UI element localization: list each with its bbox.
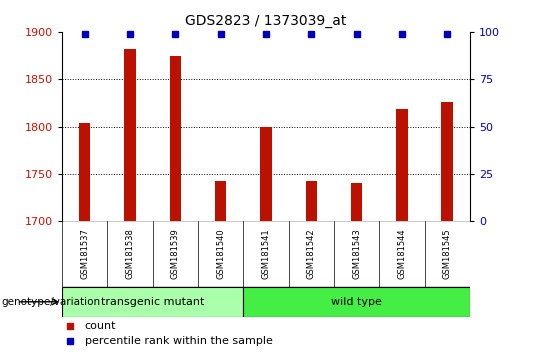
Text: GSM181538: GSM181538	[126, 229, 134, 279]
Text: count: count	[85, 321, 116, 331]
Text: genotype/variation: genotype/variation	[1, 297, 100, 307]
Title: GDS2823 / 1373039_at: GDS2823 / 1373039_at	[185, 14, 347, 28]
Bar	[244, 287, 470, 317]
Text: percentile rank within the sample: percentile rank within the sample	[85, 336, 272, 346]
Text: GSM181544: GSM181544	[397, 229, 406, 279]
Bar	[62, 287, 244, 317]
Bar	[442, 102, 453, 221]
Text: GSM181545: GSM181545	[443, 229, 451, 279]
Bar	[170, 56, 181, 221]
Text: GSM181539: GSM181539	[171, 229, 180, 279]
Text: GSM181541: GSM181541	[261, 229, 271, 279]
Text: GSM181543: GSM181543	[352, 229, 361, 279]
Bar	[396, 109, 408, 221]
Bar	[79, 123, 90, 221]
Bar	[260, 127, 272, 221]
Bar	[351, 183, 362, 221]
Bar	[215, 181, 226, 221]
Bar	[306, 181, 317, 221]
Text: wild type: wild type	[331, 297, 382, 307]
Text: transgenic mutant: transgenic mutant	[101, 297, 204, 307]
Text: GSM181542: GSM181542	[307, 229, 316, 279]
Text: GSM181537: GSM181537	[80, 229, 89, 279]
Bar	[124, 49, 136, 221]
Text: GSM181540: GSM181540	[216, 229, 225, 279]
